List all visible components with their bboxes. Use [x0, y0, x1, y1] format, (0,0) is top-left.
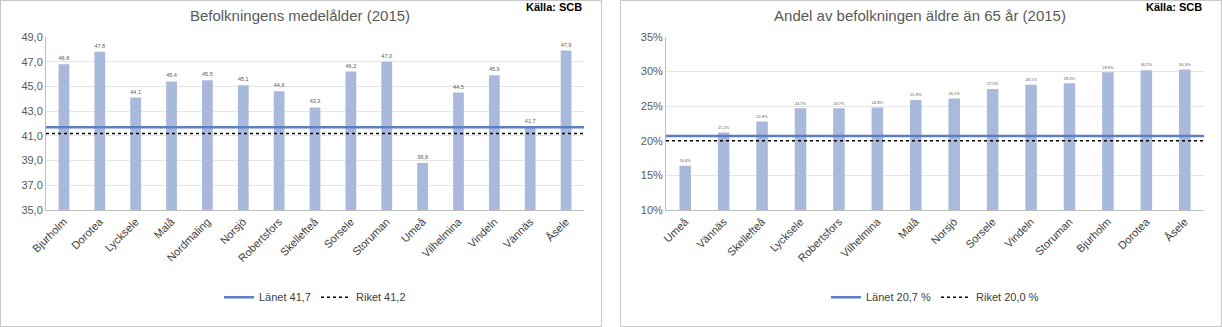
svg-text:Storuman: Storuman: [1033, 216, 1075, 258]
svg-text:Skellefteå: Skellefteå: [278, 215, 321, 258]
svg-text:24,7%: 24,7%: [833, 101, 845, 106]
svg-text:47,8: 47,8: [94, 43, 105, 49]
svg-text:27,5%: 27,5%: [987, 81, 999, 86]
svg-text:Riket 20,0 %: Riket 20,0 %: [976, 291, 1039, 303]
svg-text:43,0: 43,0: [21, 105, 42, 117]
svg-text:46,2: 46,2: [345, 63, 356, 69]
svg-text:Vindeln: Vindeln: [1002, 216, 1036, 250]
svg-text:35%: 35%: [641, 31, 663, 43]
svg-text:47,0: 47,0: [21, 56, 42, 68]
svg-text:20%: 20%: [641, 135, 663, 147]
svg-text:43,3: 43,3: [310, 98, 321, 104]
svg-text:28,1%: 28,1%: [1025, 77, 1037, 82]
svg-text:Norsjö: Norsjö: [929, 216, 960, 247]
svg-text:45,5: 45,5: [202, 71, 213, 77]
svg-text:30%: 30%: [641, 65, 663, 77]
svg-text:Skellefteå: Skellefteå: [725, 215, 768, 258]
svg-text:Umeå: Umeå: [399, 215, 429, 245]
svg-text:Riket 41,2: Riket 41,2: [356, 291, 406, 303]
svg-text:Bjurholm: Bjurholm: [1074, 216, 1113, 255]
svg-text:Storuman: Storuman: [350, 216, 392, 258]
svg-text:Bjurholm: Bjurholm: [30, 216, 69, 255]
svg-text:24,7%: 24,7%: [795, 101, 807, 106]
svg-text:Källa: SCB: Källa: SCB: [526, 1, 582, 13]
svg-text:Vännäs: Vännäs: [501, 215, 536, 250]
svg-text:45,4: 45,4: [166, 72, 177, 78]
svg-text:37,0: 37,0: [21, 179, 42, 191]
svg-text:39,0: 39,0: [21, 154, 42, 166]
svg-text:45,9: 45,9: [489, 66, 500, 72]
svg-text:Nordmaling: Nordmaling: [164, 216, 212, 264]
svg-text:41,7: 41,7: [525, 118, 536, 124]
svg-text:10%: 10%: [641, 204, 663, 216]
svg-text:44,6: 44,6: [274, 82, 285, 88]
svg-text:30,2%: 30,2%: [1141, 62, 1153, 67]
svg-text:Lycksele: Lycksele: [767, 216, 805, 254]
svg-text:Vilhelmina: Vilhelmina: [420, 215, 465, 260]
svg-text:38,8: 38,8: [417, 154, 428, 160]
svg-text:Åsele: Åsele: [543, 216, 571, 244]
svg-text:Umeå: Umeå: [661, 215, 691, 245]
svg-text:Vindeln: Vindeln: [465, 216, 499, 250]
svg-text:Källa: SCB: Källa: SCB: [1146, 1, 1202, 13]
svg-text:Sorsele: Sorsele: [321, 216, 356, 251]
svg-text:Vännäs: Vännäs: [694, 215, 729, 250]
svg-text:35,0: 35,0: [21, 204, 42, 216]
svg-text:29,9%: 29,9%: [1102, 65, 1114, 70]
svg-text:Dorotea: Dorotea: [1116, 215, 1153, 252]
svg-text:22,8%: 22,8%: [756, 114, 768, 119]
svg-text:Befolkningens medelålder (2015: Befolkningens medelålder (2015): [190, 7, 410, 24]
svg-text:44,5: 44,5: [453, 84, 464, 90]
svg-text:Andel av befolkningen äldre än: Andel av befolkningen äldre än 65 år (20…: [774, 7, 1066, 24]
svg-text:Sorsele: Sorsele: [963, 216, 998, 251]
svg-text:Lycksele: Lycksele: [103, 216, 141, 254]
svg-text:45,0: 45,0: [21, 80, 42, 92]
svg-text:30,3%: 30,3%: [1179, 62, 1191, 67]
svg-text:Robertsfors: Robertsfors: [796, 215, 845, 264]
svg-text:Vilhelmina: Vilhelmina: [838, 215, 883, 260]
svg-text:21,2%: 21,2%: [718, 125, 730, 130]
svg-text:Dorotea: Dorotea: [69, 215, 106, 252]
svg-text:25,9%: 25,9%: [910, 92, 922, 97]
svg-text:45,1: 45,1: [238, 76, 249, 82]
svg-text:46,8: 46,8: [59, 55, 70, 61]
svg-text:Länet 20,7 %: Länet 20,7 %: [866, 291, 931, 303]
svg-text:24,8%: 24,8%: [872, 100, 884, 105]
svg-text:47,0: 47,0: [381, 53, 392, 59]
svg-text:28,3%: 28,3%: [1064, 76, 1076, 81]
svg-text:41,0: 41,0: [21, 130, 42, 142]
svg-text:44,1: 44,1: [130, 89, 141, 95]
svg-text:Malå: Malå: [896, 215, 922, 241]
svg-text:15%: 15%: [641, 169, 663, 181]
svg-text:Robertsfors: Robertsfors: [236, 215, 285, 264]
svg-text:47,9: 47,9: [561, 42, 572, 48]
svg-text:49,0: 49,0: [21, 31, 42, 43]
svg-text:16,4%: 16,4%: [679, 158, 691, 163]
svg-text:Norsjö: Norsjö: [218, 216, 249, 247]
svg-text:25%: 25%: [641, 100, 663, 112]
svg-text:Åsele: Åsele: [1162, 216, 1190, 244]
svg-text:26,1%: 26,1%: [948, 91, 960, 96]
svg-text:Länet 41,7: Länet 41,7: [259, 291, 311, 303]
svg-text:Malå: Malå: [151, 215, 177, 241]
